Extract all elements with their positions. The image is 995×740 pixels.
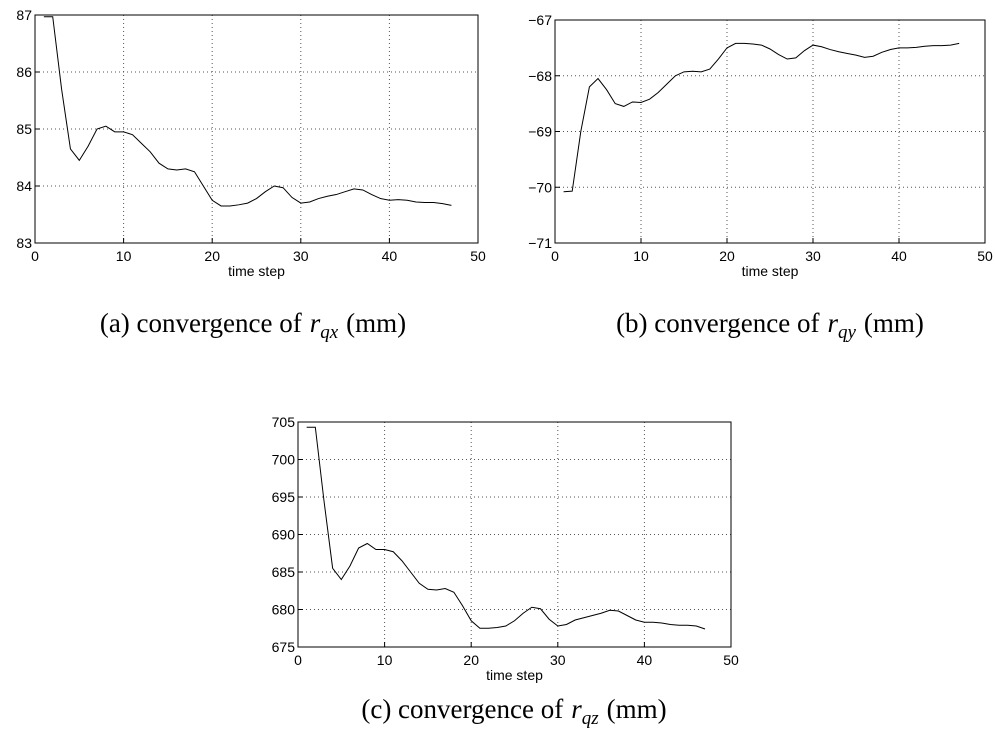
y-tick-label: 86 <box>16 64 32 80</box>
x-axis-label: time step <box>228 263 285 279</box>
caption-subscript: qx <box>320 322 339 343</box>
y-tick-label: 83 <box>16 235 32 251</box>
y-tick-label: 87 <box>16 7 32 23</box>
plot-frame <box>297 421 732 648</box>
y-tick-label: −67 <box>528 12 552 28</box>
caption-subscript: qz <box>582 708 600 729</box>
x-tick-label: 0 <box>551 248 559 264</box>
y-tick-label: −71 <box>528 235 552 251</box>
caption-subscript: qy <box>838 322 857 343</box>
caption-unit: (mm) <box>346 308 406 338</box>
y-tick-label: 680 <box>272 602 296 618</box>
plot-area <box>555 20 985 243</box>
x-tick-label: 10 <box>633 248 649 264</box>
caption: (a) convergence of rqx (mm) <box>100 308 406 343</box>
x-axis-label: time step <box>486 667 543 683</box>
y-tick-label: −68 <box>528 68 552 84</box>
caption-text: (c) convergence of <box>361 694 563 724</box>
x-tick-label: 50 <box>977 248 993 264</box>
caption-symbol: r <box>310 308 321 338</box>
y-tick-label: −69 <box>528 124 552 140</box>
caption-text: (b) convergence of <box>616 308 819 338</box>
x-tick-label: 40 <box>891 248 907 264</box>
plot-frame <box>554 19 986 244</box>
x-tick-label: 50 <box>470 248 486 264</box>
caption: (b) convergence of rqy (mm) <box>616 308 924 343</box>
x-tick-label: 30 <box>293 248 309 264</box>
caption-text: (a) convergence of <box>100 308 302 338</box>
data-line <box>563 42 960 193</box>
y-tick-label: −70 <box>528 179 552 195</box>
y-tick-label: 690 <box>272 527 296 543</box>
x-tick-label: 40 <box>637 652 653 668</box>
plot-area <box>35 15 478 243</box>
y-tick-label: 695 <box>272 489 296 505</box>
data-line <box>306 426 706 630</box>
y-tick-label: 675 <box>272 639 296 655</box>
x-tick-label: 50 <box>723 652 739 668</box>
caption-unit: (mm) <box>607 694 667 724</box>
x-tick-label: 30 <box>805 248 821 264</box>
caption-symbol: r <box>827 308 838 338</box>
y-tick-label: 700 <box>272 452 296 468</box>
y-tick-label: 85 <box>16 121 32 137</box>
y-tick-label: 84 <box>16 178 32 194</box>
x-axis-label: time step <box>742 263 799 279</box>
x-tick-label: 20 <box>463 652 479 668</box>
x-tick-label: 20 <box>204 248 220 264</box>
x-tick-label: 20 <box>719 248 735 264</box>
x-tick-label: 40 <box>382 248 398 264</box>
y-tick-label: 705 <box>272 414 296 430</box>
caption-unit: (mm) <box>864 308 924 338</box>
x-tick-label: 10 <box>377 652 393 668</box>
plot-frame <box>34 14 479 244</box>
caption-symbol: r <box>571 694 582 724</box>
x-tick-label: 0 <box>294 652 302 668</box>
caption: (c) convergence of rqz (mm) <box>361 694 666 729</box>
data-line <box>43 16 452 207</box>
x-tick-label: 10 <box>116 248 132 264</box>
y-tick-label: 685 <box>272 564 296 580</box>
x-tick-label: 30 <box>550 652 566 668</box>
x-tick-label: 0 <box>31 248 39 264</box>
